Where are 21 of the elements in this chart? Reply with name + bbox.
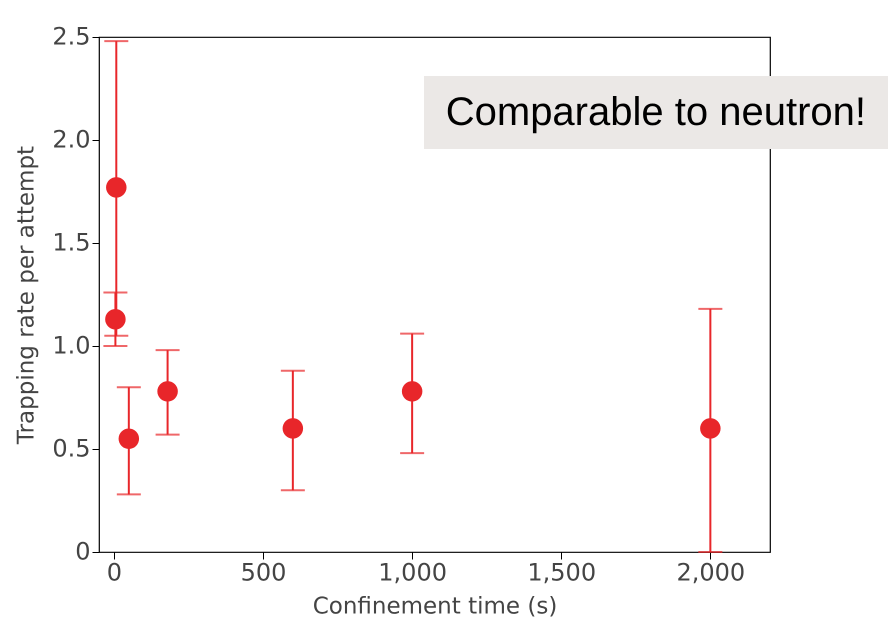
x-tick-label: 1,500 [527, 558, 596, 586]
point [106, 177, 127, 198]
x-tick-label: 2,000 [676, 558, 746, 586]
point [105, 308, 126, 330]
x-tick-label: 500 [240, 558, 286, 586]
y-tick-label: 0.5 [52, 434, 90, 462]
y-tick-label: 0 [75, 538, 90, 566]
point [118, 428, 140, 449]
x-tick-label: 0 [106, 558, 122, 586]
point [157, 381, 178, 402]
y-tick-label: 1.5 [52, 228, 90, 256]
point [700, 418, 721, 439]
annotation: Comparable to neutron! [424, 76, 888, 149]
point [402, 381, 422, 402]
x-axis-title: Confinement time (s) [312, 594, 558, 620]
y-tick-label: 2.0 [52, 126, 90, 154]
y-axis-title: Trapping rate per attempt [13, 146, 40, 446]
y-tick-label: 1.0 [52, 332, 90, 360]
x-tick-label: 1,000 [378, 558, 447, 586]
y-tick-label: 2.5 [52, 22, 90, 50]
point [282, 418, 304, 439]
